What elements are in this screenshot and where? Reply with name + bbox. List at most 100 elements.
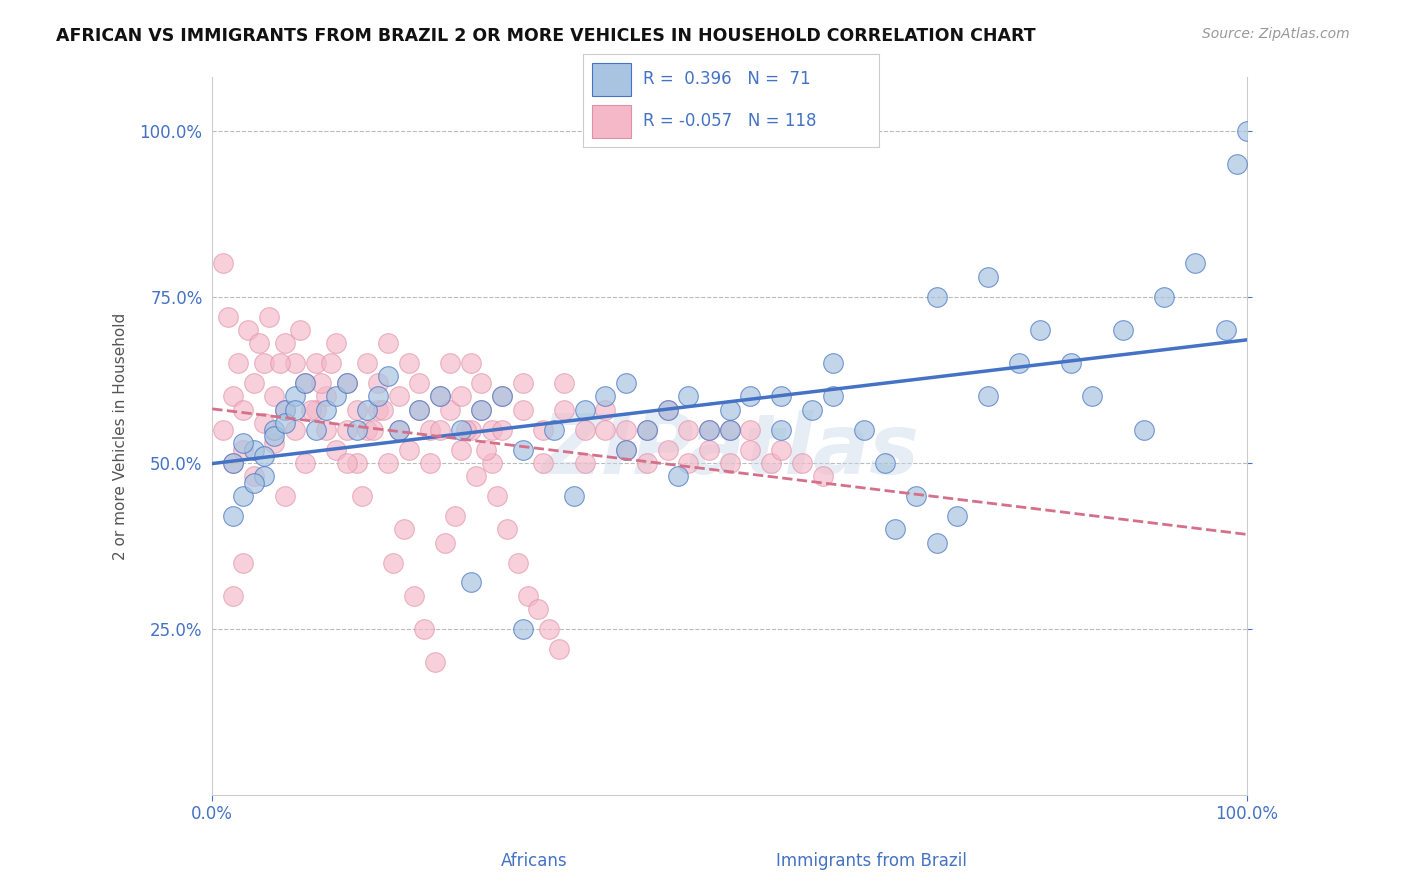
Point [657,402,679,417]
Point [253,449,276,463]
Point [429,389,451,403]
Point [811,469,834,483]
Point [273,489,295,503]
Point [496,522,519,536]
Point [740,423,762,437]
Y-axis label: 2 or more Vehicles in Household: 2 or more Vehicles in Household [114,312,128,560]
Point [211,423,233,437]
Point [657,442,679,457]
Point [371,402,394,417]
Point [491,389,513,403]
Point [419,456,441,470]
Point [238,323,260,337]
Point [770,389,793,403]
Point [222,508,245,523]
Point [377,369,399,384]
Point [294,376,316,390]
Text: ZIPatlas: ZIPatlas [541,410,918,491]
Point [925,290,948,304]
Point [475,442,498,457]
Point [253,416,276,430]
Point [564,489,586,503]
Point [1226,157,1249,171]
Point [512,442,534,457]
Point [481,456,503,470]
Point [232,442,254,457]
Point [1184,256,1206,270]
Point [408,376,430,390]
Point [273,402,295,417]
Point [512,376,534,390]
Point [439,402,461,417]
Point [367,376,389,390]
Point [257,310,280,324]
Point [614,442,637,457]
Point [305,402,328,417]
Point [346,456,368,470]
Point [491,389,513,403]
Point [242,475,264,490]
Point [1132,423,1154,437]
Point [1081,389,1104,403]
Point [1112,323,1135,337]
Point [823,389,845,403]
Point [460,575,482,590]
Point [1236,123,1258,137]
Point [273,402,295,417]
Point [718,456,741,470]
Point [512,402,534,417]
Point [636,456,658,470]
Point [346,423,368,437]
Point [356,356,378,370]
Point [790,456,813,470]
Point [309,376,332,390]
Point [595,402,617,417]
Point [801,402,824,417]
Point [273,336,295,351]
Point [1153,290,1175,304]
Point [253,469,276,483]
Point [294,456,316,470]
Point [367,402,389,417]
Point [595,389,617,403]
Point [336,376,359,390]
Point [740,442,762,457]
Point [718,402,741,417]
Point [697,423,720,437]
Point [382,556,405,570]
Point [873,456,896,470]
Text: AFRICAN VS IMMIGRANTS FROM BRAZIL 2 OR MORE VEHICLES IN HOUSEHOLD CORRELATION CH: AFRICAN VS IMMIGRANTS FROM BRAZIL 2 OR M… [56,27,1036,45]
Point [595,423,617,437]
Point [211,256,233,270]
Point [226,356,249,370]
Point [450,442,472,457]
Point [232,402,254,417]
Point [253,356,276,370]
Point [242,469,264,483]
Point [666,469,689,483]
Point [543,423,565,437]
Point [470,402,492,417]
Point [263,436,285,450]
Point [232,556,254,570]
Point [273,416,295,430]
Point [222,456,245,470]
Point [356,402,378,417]
Point [232,436,254,450]
Point [574,402,596,417]
Point [1008,356,1031,370]
Point [512,622,534,636]
Point [305,423,328,437]
Point [853,423,876,437]
Point [263,389,285,403]
Point [904,489,927,503]
Point [367,389,389,403]
Point [470,376,492,390]
Point [697,423,720,437]
Point [946,508,969,523]
Point [222,589,245,603]
Point [305,356,328,370]
Point [450,423,472,437]
Point [284,423,307,437]
Point [290,323,312,337]
